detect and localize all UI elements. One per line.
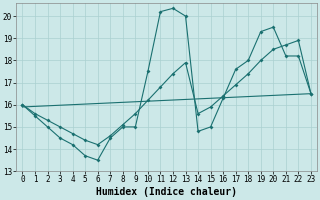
X-axis label: Humidex (Indice chaleur): Humidex (Indice chaleur) — [96, 187, 237, 197]
